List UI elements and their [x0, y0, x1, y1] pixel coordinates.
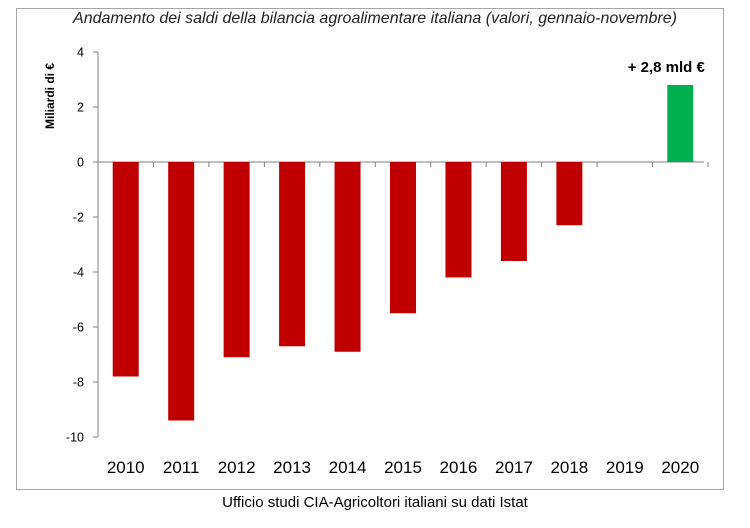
x-tick-label: 2019 — [606, 458, 644, 477]
x-tick-label: 2013 — [273, 458, 311, 477]
y-tick-label: -10 — [66, 431, 84, 445]
bar-2011 — [168, 162, 195, 421]
y-tick-label: 0 — [77, 156, 84, 170]
bar-2017 — [500, 162, 527, 261]
x-tick-label: 2017 — [495, 458, 533, 477]
bar-annotation: + 2,8 mld € — [628, 59, 706, 76]
x-tick-label: 2020 — [661, 458, 699, 477]
bar-2018 — [556, 162, 583, 226]
bar-2013 — [279, 162, 306, 347]
bar-2020 — [667, 85, 694, 162]
x-tick-label: 2016 — [440, 458, 478, 477]
x-tick-label: 2011 — [163, 458, 200, 477]
labels: 4 2 0 -2 -4 -6 -8 -10 2010 2011 2012 2013 2014 2015 20… — [66, 46, 706, 478]
bar-2016 — [445, 162, 472, 278]
x-tick-label: 2010 — [107, 458, 145, 477]
y-tick-label: 2 — [77, 101, 84, 115]
x-tick-label: 2012 — [218, 458, 256, 477]
bars — [112, 85, 694, 421]
bar-2012 — [223, 162, 250, 358]
y-tick-label: -6 — [73, 321, 84, 335]
y-axis-title: Miliardi di € — [43, 63, 57, 129]
x-tick-label: 2018 — [550, 458, 588, 477]
x-tick-label: 2015 — [384, 458, 422, 477]
x-tick-label: 2014 — [329, 458, 367, 477]
bar-2010 — [112, 162, 139, 377]
chart-title: Andamento dei saldi della bilancia agroa… — [73, 10, 677, 27]
y-tick-label: -4 — [73, 266, 84, 280]
y-tick-label: -2 — [73, 211, 84, 225]
bar-2014 — [334, 162, 361, 352]
bar-2015 — [390, 162, 416, 314]
y-tick-label: -8 — [73, 376, 84, 390]
y-tick-label: 4 — [77, 46, 84, 60]
chart-source: Ufficio studi CIA-Agricoltori italiani s… — [222, 494, 528, 511]
